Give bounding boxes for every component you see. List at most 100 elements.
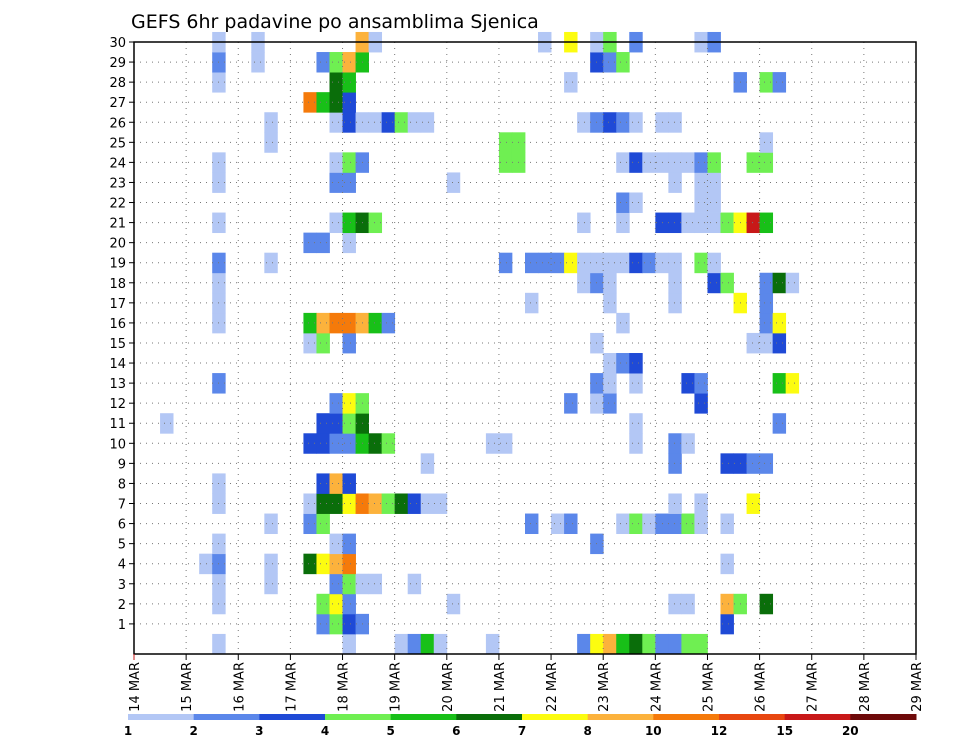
heat-cell [368,493,383,514]
x-tick-label: 14 MAR [128,662,143,712]
x-tick-label: 15 MAR [180,662,195,712]
heat-cell [694,212,708,234]
y-tick-label: 7 [118,498,126,513]
x-tick-label: 16 MAR [232,662,247,712]
heat-cell [342,533,356,555]
heat-cell [720,553,734,575]
heat-cell [329,312,343,334]
heat-cell [746,493,760,514]
heat-cell [629,192,643,213]
heat-cell [772,312,787,334]
heat-cell [316,413,330,434]
y-tick-label: 17 [109,297,126,312]
heat-cell [629,513,643,535]
heat-cell [368,212,383,234]
heat-cell [420,633,435,655]
color-legend: 1 2 3 4 5 6 7 8 10 12 15 20 [124,714,917,738]
heat-cell [342,593,356,615]
heat-cell [772,373,787,394]
heat-cell [551,252,565,274]
y-tick-label: 23 [109,176,126,191]
y-tick-label: 11 [109,417,126,432]
heat-cell [694,493,708,514]
heat-cell [342,553,356,575]
heat-cell [759,72,774,93]
heat-cell [720,272,734,294]
heat-cell [316,92,330,113]
heat-cell [759,312,774,334]
heat-cell [368,312,383,334]
legend-label: 20 [842,724,859,738]
heat-cell [525,252,539,274]
heat-cell [342,72,356,93]
heat-cell [329,72,343,93]
legend-label: 10 [645,724,662,738]
heat-cell [603,633,617,655]
heat-cell [681,433,695,454]
y-tick-label: 3 [118,578,126,593]
x-tick-label: 19 MAR [389,662,404,712]
heat-cell [329,212,343,234]
heat-cell [707,172,721,193]
legend-label: 3 [255,724,263,738]
heat-cell [746,212,760,234]
heat-cell [342,573,356,595]
legend-label: 6 [452,724,460,738]
heat-cell [303,312,317,334]
heat-cell [564,72,578,93]
heat-cell [694,393,708,414]
heat-cell [342,92,356,113]
heat-cell [329,493,343,514]
heat-cell [616,112,630,133]
heat-cell [394,633,409,655]
heat-cell [329,593,343,615]
heat-cell [316,232,330,254]
heat-cell [498,152,513,173]
heat-cell [394,493,409,514]
y-tick-label: 2 [118,598,126,613]
heat-cell [629,633,643,655]
heat-cell [681,373,695,394]
y-tick-label: 27 [109,96,126,111]
y-tick-label: 19 [109,257,126,272]
x-tick-label: 27 MAR [806,662,821,712]
heat-cell [668,433,682,454]
heat-cell [616,212,630,234]
heat-cell [681,212,695,234]
heat-cell [603,393,617,414]
x-tick-label: 28 MAR [858,662,873,712]
heat-cell [720,593,734,615]
heat-cell [329,92,343,113]
legend-swatch [850,714,917,720]
heat-cell [199,553,213,575]
heat-cell [616,513,630,535]
heat-cell [498,252,513,274]
legend-swatch [522,714,589,720]
heat-cell [759,453,774,474]
legend-label: 1 [124,724,132,738]
heat-cell [759,593,774,615]
heat-cell [342,112,356,133]
heat-cell [668,292,682,314]
heat-cell [381,433,396,454]
heat-cell [368,112,383,133]
heat-cell [316,312,330,334]
y-tick-label: 12 [109,397,126,412]
heat-cell [616,252,630,274]
heat-cell [316,433,330,454]
heat-cell [681,593,695,615]
heat-cell [668,453,682,474]
heat-cell [616,633,630,655]
heat-cell [629,252,643,274]
x-tick-label: 26 MAR [754,662,769,712]
heat-cell [381,493,396,514]
heat-cell [629,112,643,133]
x-tick-label: 29 MAR [910,662,925,712]
heat-cell [485,433,500,454]
heat-cell [316,513,330,535]
cell-layer [160,31,800,655]
y-tick-label: 14 [109,357,126,372]
x-tick-label: 22 MAR [545,662,560,712]
heat-cell [759,272,774,294]
